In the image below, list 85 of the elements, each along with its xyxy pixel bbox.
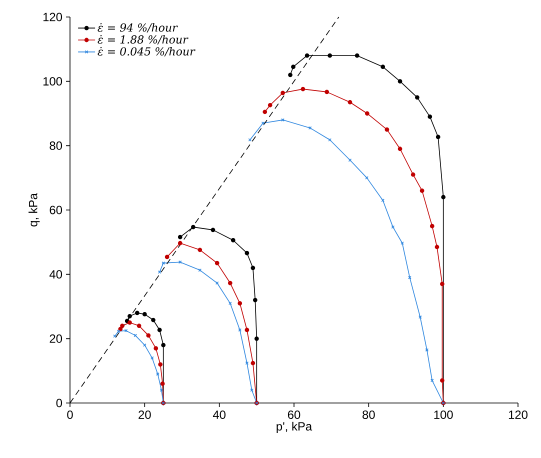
- legend-label: ε̇ = 1.88 %/hour: [98, 35, 188, 44]
- point: [157, 328, 162, 332]
- x-axis-title: p', kPa: [276, 422, 312, 433]
- point: [415, 95, 420, 100]
- point: [364, 111, 370, 116]
- x-tick-label: 0: [67, 410, 73, 419]
- point: [308, 126, 312, 130]
- point: [244, 250, 250, 256]
- point: [254, 336, 259, 341]
- x-tick-label: 100: [434, 410, 453, 419]
- y-axis-title: q, kPa: [28, 193, 40, 226]
- x-tick-label: 80: [362, 410, 375, 419]
- point: [178, 240, 182, 246]
- y-tick-label: 20: [50, 334, 62, 343]
- point: [178, 234, 182, 240]
- point: [191, 224, 196, 230]
- legend-label: ε̇ = 94 %/hour: [98, 23, 178, 33]
- point: [428, 114, 432, 119]
- point: [440, 282, 444, 286]
- point: [136, 324, 142, 328]
- point: [384, 127, 390, 132]
- y-tick-label: 80: [50, 141, 62, 150]
- point: [178, 260, 182, 264]
- point: [304, 53, 310, 58]
- point: [430, 224, 434, 228]
- point: [228, 302, 232, 305]
- point: [158, 362, 163, 367]
- point: [420, 188, 424, 193]
- x-tick-label: 120: [508, 410, 528, 419]
- point: [291, 64, 296, 70]
- point: [434, 244, 440, 250]
- y-tick-label: 60: [50, 206, 62, 214]
- point: [328, 138, 332, 142]
- point: [440, 378, 444, 383]
- x-tick-label: 40: [212, 410, 226, 419]
- point: [348, 100, 352, 104]
- point: [328, 53, 332, 58]
- point: [398, 79, 402, 84]
- point: [160, 382, 165, 386]
- y-tick-label: 40: [49, 270, 62, 279]
- point: [128, 320, 132, 325]
- point: [300, 86, 306, 92]
- point: [250, 266, 256, 270]
- point: [210, 228, 216, 232]
- point: [391, 225, 395, 229]
- point: [410, 172, 416, 177]
- point: [161, 342, 166, 348]
- point: [142, 312, 147, 316]
- x-tick-label: 60: [288, 410, 300, 419]
- point: [146, 333, 151, 338]
- x-tick-label: 20: [138, 410, 151, 419]
- point: [436, 134, 440, 140]
- y-tick-label: 0: [56, 398, 62, 408]
- point: [324, 90, 330, 94]
- point: [238, 301, 242, 306]
- point: [280, 90, 285, 96]
- point: [135, 310, 140, 316]
- y-tick-label: 120: [43, 12, 62, 22]
- point: [365, 176, 368, 180]
- point: [354, 53, 360, 58]
- point: [380, 64, 386, 70]
- point: [120, 324, 124, 328]
- point: [164, 254, 170, 260]
- point: [198, 248, 202, 252]
- point: [244, 328, 250, 332]
- point: [214, 260, 220, 266]
- point: [425, 348, 429, 352]
- point: [288, 72, 292, 78]
- point: [228, 280, 232, 286]
- point: [128, 314, 132, 318]
- point: [441, 194, 446, 200]
- point: [252, 298, 258, 302]
- point: [381, 198, 385, 202]
- point: [250, 360, 256, 366]
- point: [118, 326, 123, 332]
- point: [154, 346, 158, 351]
- legend-label: ε̇ = 0.045 %/hour: [98, 46, 196, 56]
- y-tick-label: 100: [43, 77, 62, 86]
- point: [158, 270, 162, 274]
- point: [262, 110, 268, 114]
- point: [230, 238, 236, 242]
- point: [268, 102, 272, 108]
- point: [398, 146, 402, 152]
- point: [250, 388, 254, 392]
- point: [151, 318, 156, 322]
